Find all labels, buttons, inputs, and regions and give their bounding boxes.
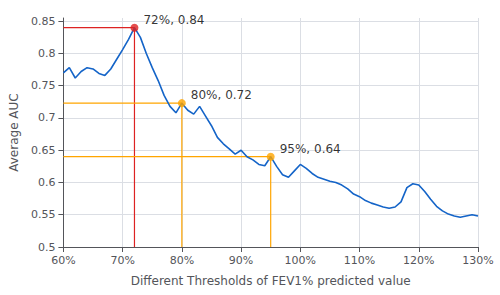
svg-text:110%: 110% [344,254,375,267]
svg-text:120%: 120% [403,254,434,267]
svg-text:72%, 0.84: 72%, 0.84 [143,13,204,27]
svg-text:80%, 0.72: 80%, 0.72 [191,88,252,102]
svg-text:Different Thresholds of FEV1%: Different Thresholds of FEV1% predicted … [131,274,411,288]
svg-text:90%: 90% [229,254,253,267]
svg-text:0.7: 0.7 [38,111,56,124]
svg-text:80%: 80% [170,254,194,267]
svg-text:Average AUC: Average AUC [7,93,21,171]
svg-text:0.65: 0.65 [31,144,56,157]
svg-text:0.5: 0.5 [38,241,56,254]
svg-text:95%, 0.64: 95%, 0.64 [280,142,341,156]
svg-text:130%: 130% [462,254,493,267]
svg-text:0.55: 0.55 [31,208,56,221]
svg-text:60%: 60% [51,254,75,267]
svg-text:0.8: 0.8 [38,47,56,60]
svg-text:0.6: 0.6 [38,176,56,189]
svg-text:100%: 100% [285,254,316,267]
svg-text:70%: 70% [110,254,134,267]
svg-text:0.75: 0.75 [31,79,56,92]
svg-text:0.85: 0.85 [31,15,56,28]
